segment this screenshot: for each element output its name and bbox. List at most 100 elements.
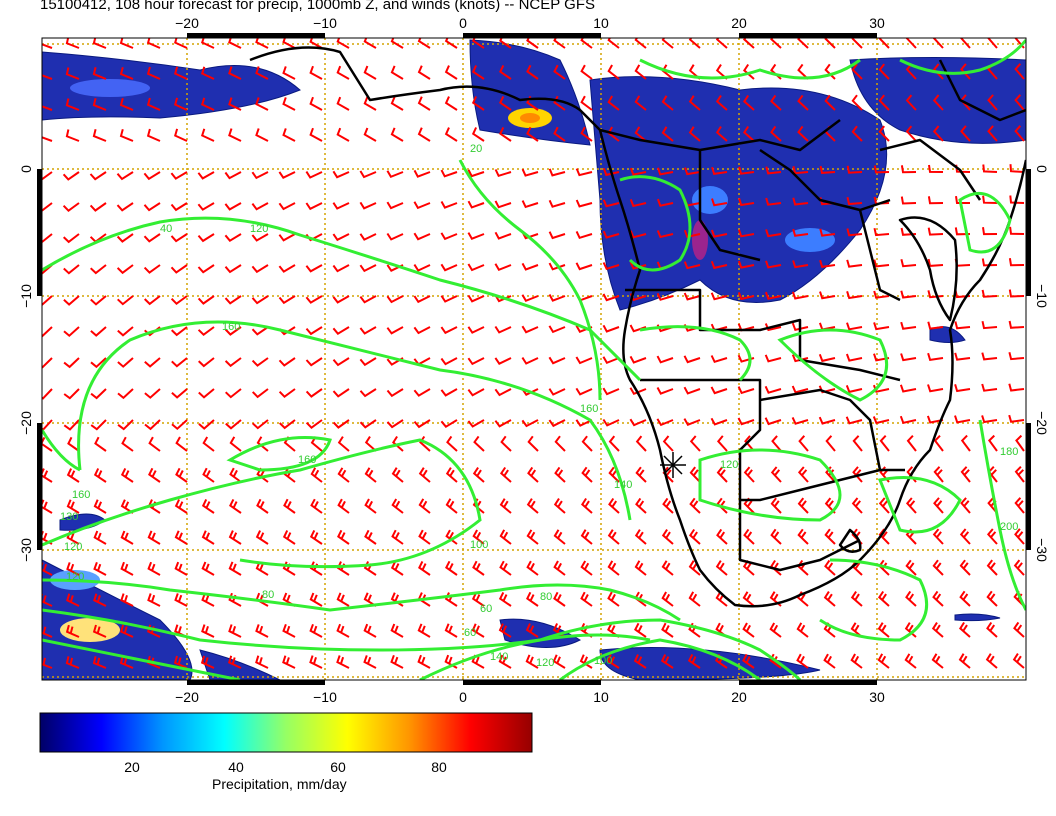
wind-barb [143,233,161,243]
wind-barb [332,264,350,273]
wind-barb [927,227,944,236]
wind-barb [229,436,242,452]
wind-barb [332,419,350,429]
wind-barb [117,326,134,337]
wind-barb [629,199,647,208]
wind-barb [224,171,242,180]
colorbar-tick: 80 [431,759,447,775]
wind-barb [742,653,755,669]
wind-barb [305,388,323,398]
wind-barb [418,560,431,576]
wind-barb [575,168,593,177]
wind-barb [90,419,107,431]
wind-barb [282,97,296,111]
wind-barb [440,388,458,397]
wind-barb [927,196,944,205]
wind-barb [1008,289,1025,298]
wind-barb [42,357,53,369]
wind-barb [197,326,215,337]
wind-barb [201,561,215,576]
wind-barb [202,436,215,452]
wind-barb [607,529,620,545]
wind-barb [224,264,242,274]
wind-barb [635,497,647,514]
wind-barb [791,291,809,300]
wind-barb [656,355,674,364]
wind-barb [526,498,539,514]
wind-barb [575,262,593,271]
wind-barb [526,529,539,545]
wind-barb [144,295,161,306]
lon-tick: −10 [313,15,337,31]
wind-barb [629,230,647,239]
wind-barb [413,169,431,178]
wind-barb [309,529,323,545]
wind-barb [634,126,647,142]
coastlines-and-borders [249,46,1026,608]
wind-barb [90,326,107,337]
lon-tick: 20 [731,689,747,705]
wind-barb [499,64,512,80]
wind-barb [251,264,269,274]
wind-barb [363,127,377,142]
wind-barb [873,259,890,268]
wind-barb [872,384,890,393]
wind-barb [92,656,107,669]
wind-barb [364,529,377,545]
wind-barb [92,129,107,142]
wind-barb [413,326,431,335]
wind-barb [634,95,647,111]
wind-barb [1014,125,1025,142]
wind-barb [390,560,404,576]
wind-barb [66,468,80,483]
wind-barb [710,292,728,301]
wind-barb [932,528,944,545]
wind-barb [120,467,134,483]
wind-barb [332,357,350,367]
lat-tick: −30 [1034,538,1050,562]
contour-label: 80 [540,591,552,603]
wind-barb [65,624,80,638]
wind-barb [255,66,269,80]
wind-barb [359,357,377,367]
wind-barb [954,321,971,330]
wind-barb [391,498,404,514]
wind-barb [42,171,53,181]
contour-label: 60 [464,627,476,639]
wind-barb [932,590,944,607]
wind-barb [256,498,269,514]
wind-barb [955,195,970,204]
lon-tick: −20 [175,689,199,705]
wind-barb [174,128,188,142]
wind-barb [63,326,80,338]
wind-barb [332,170,350,179]
wind-barb [1008,320,1025,329]
wind-barb [878,125,890,142]
wind-barb [1014,497,1025,514]
wind-barb [553,38,566,49]
wind-barb [500,435,512,452]
colorbar-ticks: 20 40 60 80 [124,759,447,775]
wind-barb [987,125,998,142]
wind-barb [607,38,620,49]
contour-label: 160 [222,321,240,333]
wind-barb [742,94,755,111]
wind-barb [359,388,377,398]
wind-barb [819,165,836,174]
wind-barb [986,528,998,545]
wind-barb [359,233,377,241]
contour-label: 200 [1000,521,1018,533]
wind-barb [256,436,269,452]
wind-barb [1008,414,1025,423]
wind-barb [791,354,809,363]
wind-barb [445,560,458,576]
wind-barb [171,419,188,431]
wind-barb [981,415,998,424]
lat-tick: −20 [1034,411,1050,435]
lat-tick: 0 [18,165,34,173]
wind-barb [850,622,863,638]
wind-barb [575,419,593,427]
wind-barb [629,167,647,176]
contour-label: 100 [470,539,488,551]
wind-barb [363,655,377,669]
